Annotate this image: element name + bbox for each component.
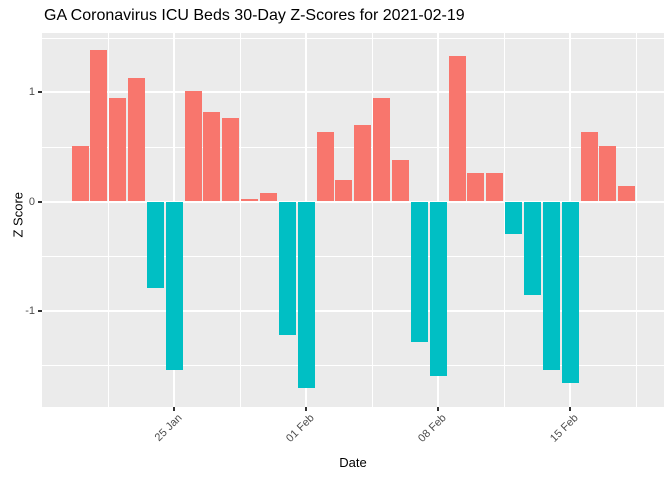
y-major-gridline-0: [42, 200, 664, 203]
bar-2021-01-23: [128, 77, 146, 202]
x-tick-label-2021-02-15: 15 Feb: [547, 412, 581, 445]
y-minor-gridline--1.5: [42, 365, 664, 367]
y-axis-tick-1: [38, 91, 42, 94]
y-major-gridline-1: [42, 91, 664, 94]
x-tick-label-2021-02-08: 08 Feb: [415, 412, 449, 445]
bar-2021-01-28: [222, 118, 240, 202]
x-minor-gridline: [636, 33, 637, 407]
y-tick-label-0: 0: [28, 195, 35, 208]
x-axis-tick-2021-01-25: [173, 407, 175, 411]
bar-2021-02-05: [373, 97, 391, 202]
x-minor-gridline: [108, 33, 109, 407]
bar-2021-02-10: [467, 173, 485, 202]
bar-2021-02-06: [392, 159, 410, 202]
bar-2021-02-09: [448, 56, 466, 202]
bar-2021-01-26: [184, 91, 202, 202]
y-axis-tick-0: [38, 200, 42, 203]
x-minor-gridline: [504, 33, 505, 407]
x-minor-gridline: [240, 33, 241, 407]
bar-2021-02-14: [542, 201, 560, 370]
x-minor-gridline: [372, 33, 373, 407]
bar-2021-02-01: [297, 201, 315, 389]
x-axis-tick-2021-02-01: [305, 407, 307, 411]
y-tick-label--1: -1: [25, 304, 35, 317]
y-tick-label-1: 1: [28, 86, 35, 99]
bar-2021-01-21: [90, 49, 108, 202]
bar-2021-01-25: [165, 201, 183, 370]
x-axis-title: Date: [339, 455, 367, 470]
bar-2021-02-17: [599, 145, 617, 202]
y-minor-gridline-1.5: [42, 37, 664, 39]
bar-2021-01-30: [260, 192, 278, 202]
bar-2021-02-18: [618, 186, 636, 202]
y-axis-title: Z Score: [10, 191, 26, 238]
chart-title: GA Coronavirus ICU Beds 30-Day Z-Scores …: [44, 7, 465, 24]
bar-2021-02-02: [316, 131, 334, 202]
bar-2021-01-20: [71, 145, 89, 202]
bar-2021-01-22: [109, 97, 127, 202]
bar-2021-02-15: [561, 201, 579, 383]
plot-panel: [42, 33, 664, 407]
bar-2021-01-24: [146, 201, 164, 288]
x-axis-tick-2021-02-15: [569, 407, 571, 411]
y-minor-gridline--0.5: [42, 256, 664, 258]
x-tick-label-2021-01-25: 25 Jan: [152, 412, 185, 444]
bar-2021-02-03: [335, 179, 353, 202]
bar-2021-01-31: [278, 201, 296, 335]
bar-2021-02-16: [580, 131, 598, 202]
y-axis-tick--1: [38, 309, 42, 312]
bar-2021-02-04: [354, 124, 372, 202]
x-tick-label-2021-02-01: 01 Feb: [283, 412, 317, 445]
bar-2021-02-08: [429, 201, 447, 377]
bar-2021-02-13: [524, 201, 542, 296]
bar-2021-02-12: [505, 201, 523, 235]
bar-2021-01-27: [203, 111, 221, 202]
y-minor-gridline-0.5: [42, 146, 664, 148]
bar-2021-02-07: [410, 201, 428, 343]
bar-2021-01-29: [241, 199, 259, 202]
bar-2021-02-11: [486, 173, 504, 202]
x-axis-tick-2021-02-08: [437, 407, 439, 411]
y-major-gridline--1: [42, 309, 664, 312]
